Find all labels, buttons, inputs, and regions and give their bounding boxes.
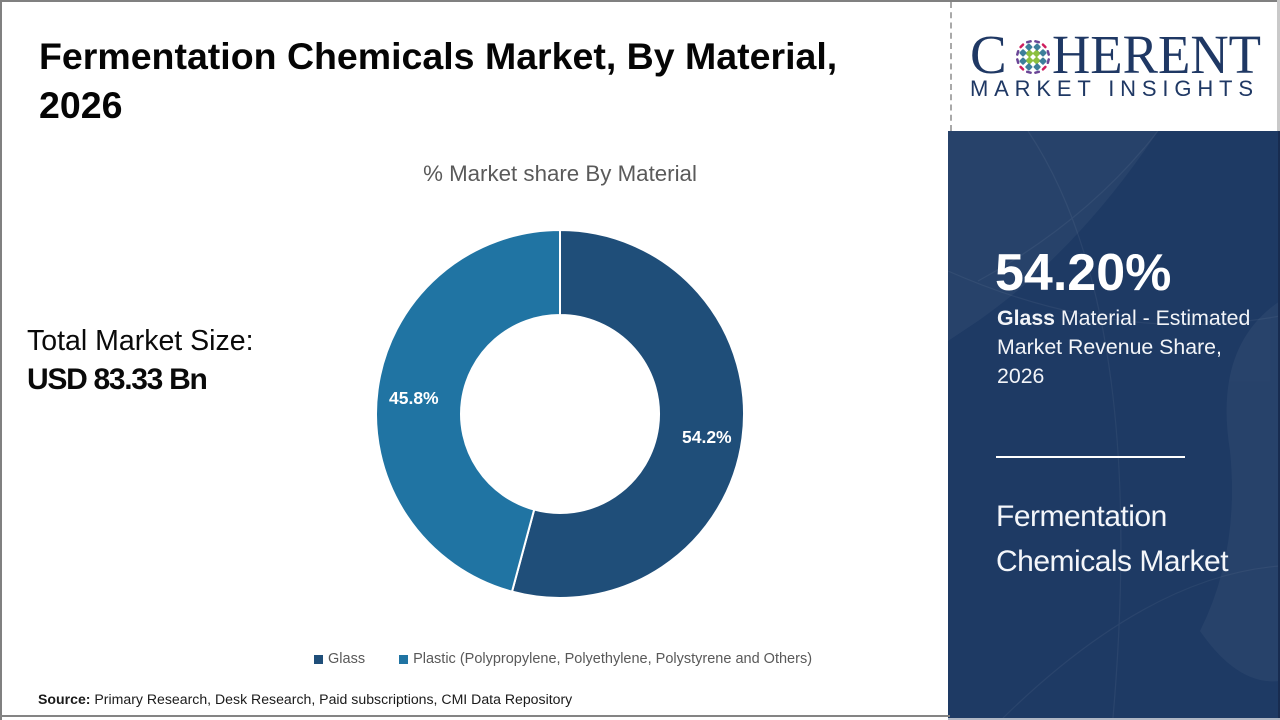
svg-text:MARKET INSIGHTS: MARKET INSIGHTS	[970, 76, 1259, 101]
svg-text:HERENT: HERENT	[1052, 24, 1261, 85]
svg-text:C: C	[970, 24, 1007, 85]
